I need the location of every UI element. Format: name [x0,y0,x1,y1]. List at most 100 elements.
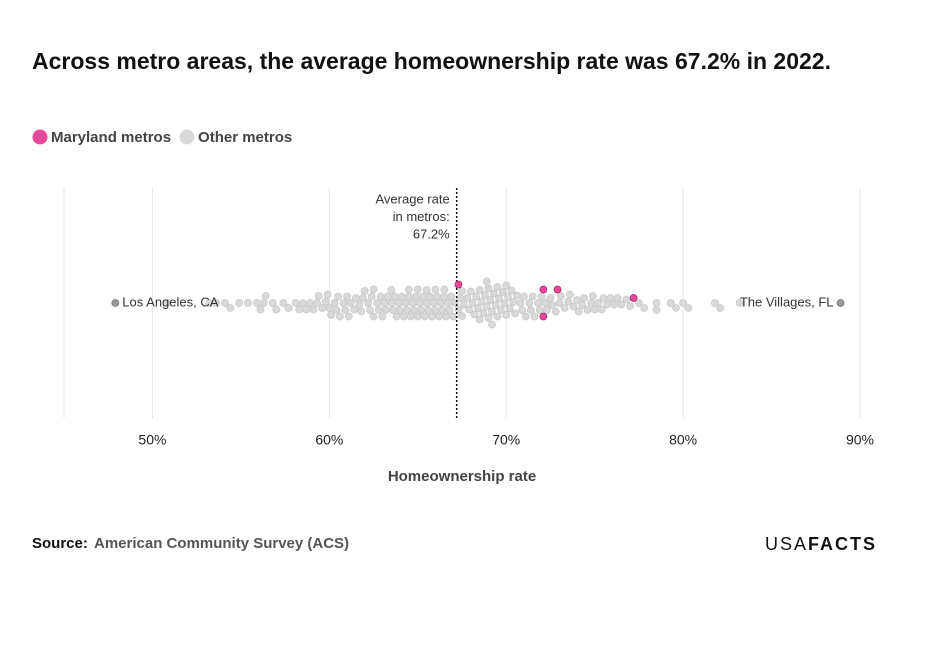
point [459,300,468,309]
point [449,312,458,321]
point [392,312,401,321]
point [551,307,560,316]
point [491,301,500,309]
point [226,304,235,312]
point [481,291,489,299]
point [435,312,443,321]
point [401,299,410,307]
point [252,299,261,307]
point [383,292,392,301]
point [279,299,288,307]
point [429,299,438,307]
point [569,302,578,311]
average-label: 67.2% [413,226,450,241]
point [634,299,643,307]
point [652,299,661,307]
point [405,292,413,301]
point [413,312,422,321]
point [396,306,404,314]
point [367,292,376,301]
point [394,299,403,307]
point [389,306,397,314]
point [272,305,281,314]
point [431,306,440,314]
point [622,295,631,304]
point [495,294,504,303]
point [539,285,548,294]
point [456,294,465,302]
point [488,320,496,329]
point [489,289,498,298]
logo-part: USA [765,534,808,554]
legend-label: Maryland metros [51,129,171,146]
point [482,277,491,286]
point [613,294,622,302]
point [470,310,479,319]
point-label: The Villages, FL [740,294,834,309]
point [428,312,436,321]
point [298,299,307,307]
point [369,312,378,321]
point [369,285,378,294]
point [291,299,300,307]
point [431,285,440,294]
point [672,304,680,312]
point [583,306,592,314]
point [555,299,564,307]
point [564,297,573,306]
point [475,286,484,294]
point [360,287,369,295]
point [684,304,693,312]
point [666,299,675,307]
point [413,285,422,294]
point [426,292,435,301]
point [443,299,452,307]
point [376,292,385,301]
point [330,299,339,307]
point [341,306,350,314]
point [408,299,417,307]
point [305,299,314,307]
point [735,299,744,307]
point [442,312,450,321]
point [590,305,599,314]
point [440,292,449,301]
point [313,299,321,307]
legend-label: Other metros [198,129,292,146]
point [336,312,344,321]
point [507,286,516,295]
point [399,312,408,321]
point-label: Los Angeles, CA [122,294,218,309]
point [472,292,481,301]
point [373,299,381,307]
point [212,299,221,307]
point [497,306,505,314]
point [500,299,509,308]
point [259,299,268,307]
point [534,299,542,307]
source: American Community Survey (ACS) [94,535,349,552]
point [573,296,581,304]
point [484,284,493,293]
point [405,285,413,294]
point [454,280,463,289]
point [477,297,486,306]
point [553,285,562,294]
point [521,312,530,321]
point [454,305,463,314]
point [302,305,311,314]
point [587,299,596,307]
point [498,288,507,296]
point [516,299,525,307]
point [458,312,466,320]
point [343,292,351,301]
point [380,299,389,307]
point [482,302,491,311]
point [479,309,488,317]
point [309,305,318,314]
point [447,292,456,301]
point [617,300,626,309]
point [679,299,688,307]
point [162,299,171,307]
point [535,306,544,314]
